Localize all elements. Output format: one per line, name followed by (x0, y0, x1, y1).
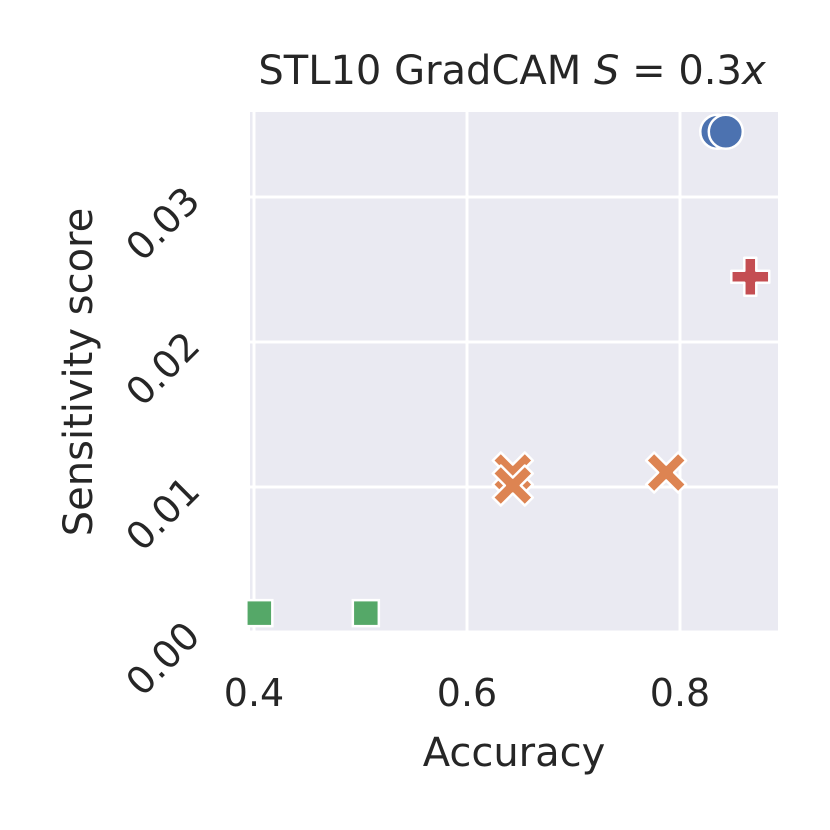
x-axis-label: Accuracy (423, 730, 606, 776)
plot-area (250, 112, 778, 632)
x-point (491, 464, 535, 507)
title-equals: = (619, 48, 678, 94)
y-tick-label: 0.02 (117, 323, 208, 414)
square-point (351, 598, 381, 628)
y-tick-label: 0.00 (117, 613, 208, 704)
y-tick-label: 0.01 (117, 468, 208, 559)
y-tick-label: 0.03 (117, 178, 208, 269)
title-rhs: 0.3 (678, 48, 742, 94)
title-rhs-var: x (740, 48, 766, 94)
y-axis-label: Sensitivity score (56, 208, 102, 536)
circle-point (707, 113, 745, 150)
title-var: S (594, 48, 619, 94)
x-tick-label: 0.6 (437, 671, 497, 715)
x-point (644, 451, 688, 494)
x-tick-label: 0.4 (224, 671, 284, 715)
square-point (245, 598, 274, 628)
chart-title: STL10 GradCAM S = 0.3x (258, 48, 766, 94)
plus-point (730, 256, 771, 297)
x-tick-label: 0.8 (650, 671, 710, 715)
data-points (245, 113, 771, 628)
